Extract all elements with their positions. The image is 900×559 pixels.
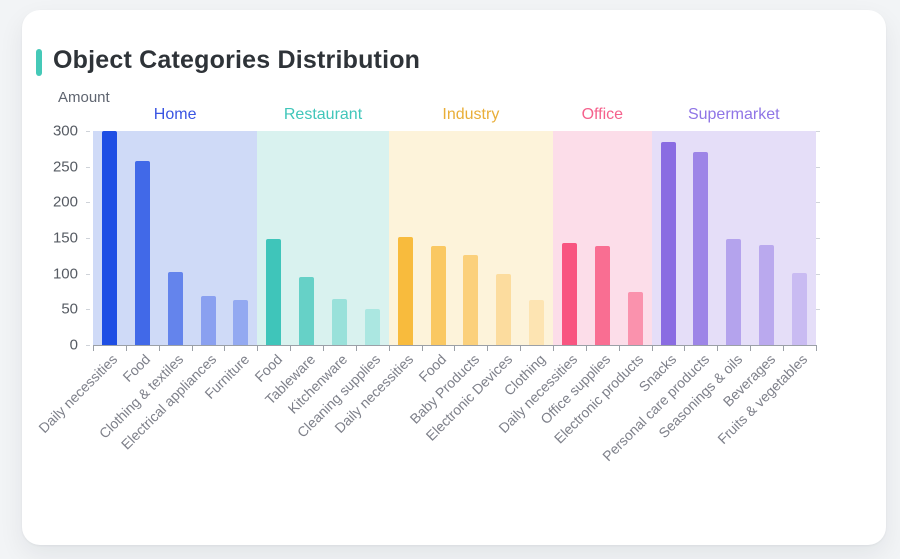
y-axis-tick-left: [86, 345, 90, 346]
y-tick-label: 150: [52, 229, 78, 247]
bar-restaurant-kitchenware[interactable]: [331, 299, 347, 345]
bar-office-office-supplies[interactable]: [594, 245, 610, 345]
y-axis-tick-right: [815, 273, 820, 275]
x-axis-tick: [651, 346, 653, 351]
x-axis-tick: [158, 346, 160, 351]
x-axis-tick: [520, 346, 522, 351]
x-axis-tick: [323, 346, 324, 351]
y-axis-tick-left: [86, 238, 90, 239]
x-axis-tick: [421, 346, 423, 351]
bar-supermarket-seasonings-oils[interactable]: [726, 238, 742, 345]
group-label-restaurant: Restaurant: [283, 106, 363, 123]
bar-supermarket-fruits-vegetables[interactable]: [791, 272, 807, 345]
x-axis-tick: [618, 346, 620, 351]
group-label-industry: Industry: [442, 106, 500, 123]
y-axis-tick-left: [86, 202, 90, 204]
y-tick-label: 200: [52, 193, 78, 211]
chart-title: Object Categories Distribution: [53, 46, 421, 74]
y-axis-title: Amount: [58, 89, 110, 106]
bar-industry-daily-necessities[interactable]: [397, 237, 413, 345]
x-axis-tick: [191, 346, 193, 351]
group-label-supermarket: Supermarket: [687, 106, 780, 123]
bar-industry-clothing[interactable]: [529, 300, 545, 345]
bar-industry-baby-products[interactable]: [463, 255, 479, 345]
bar-industry-electronic-devices[interactable]: [496, 273, 512, 345]
x-axis-tick: [553, 346, 555, 351]
x-axis-tick: [684, 346, 686, 351]
y-tick-label: 50: [61, 300, 78, 318]
bar-supermarket-personal-care-products[interactable]: [693, 151, 709, 345]
x-axis-tick: [93, 346, 94, 351]
bar-home-food[interactable]: [134, 160, 150, 345]
x-axis-tick: [224, 346, 226, 351]
bar-chart: 300 250 200 150 100 50 0 Home Daily necessities F…: [22, 10, 886, 545]
bar-home-furniture[interactable]: [233, 300, 249, 345]
x-axis-tick: [717, 346, 719, 351]
y-axis-tick-right: [815, 202, 820, 204]
y-axis-tick-left: [86, 309, 90, 311]
y-tick-label: 100: [52, 265, 78, 283]
y-axis-tick-right: [815, 309, 820, 311]
group-label-home: Home: [153, 106, 197, 123]
x-axis-tick: [125, 346, 127, 351]
bar-restaurant-cleaning-supplies[interactable]: [364, 309, 380, 345]
x-axis-tick: [815, 346, 817, 351]
y-axis-tick-left: [86, 166, 90, 168]
y-axis-tick-left: [86, 131, 90, 132]
y-axis-tick-right: [815, 238, 820, 239]
x-axis-tick: [585, 346, 587, 351]
y-axis-tick-right: [815, 166, 820, 168]
group-label-office: Office: [581, 106, 624, 123]
chart-card: Object Categories Distribution Amount 30…: [22, 10, 886, 545]
x-axis-tick: [454, 346, 456, 351]
x-axis-tick: [257, 346, 259, 351]
bar-office-electronic-products[interactable]: [627, 291, 643, 345]
x-axis-tick: [290, 346, 292, 351]
y-tick-label: 300: [52, 122, 78, 140]
x-axis-line: [93, 345, 817, 346]
x-axis-tick: [750, 346, 752, 351]
x-axis-tick: [355, 346, 357, 351]
y-axis-tick-left: [86, 273, 90, 275]
y-tick-label: 250: [52, 158, 78, 176]
title-accent-bar: [36, 49, 42, 76]
bar-restaurant-tableware[interactable]: [299, 276, 315, 345]
y-tick-label: 0: [69, 336, 78, 354]
y-axis-tick-right: [815, 131, 820, 132]
x-axis-tick: [783, 346, 785, 351]
bar-office-daily-necessities[interactable]: [561, 242, 577, 345]
bar-home-clothing-textiles[interactable]: [167, 272, 183, 345]
bar-supermarket-snacks[interactable]: [660, 141, 676, 345]
bar-restaurant-food[interactable]: [266, 238, 282, 345]
bar-industry-food[interactable]: [430, 245, 446, 345]
bar-home-daily-necessities[interactable]: [101, 131, 117, 345]
bar-supermarket-beverages[interactable]: [759, 245, 775, 345]
bar-home-electrical-appliances[interactable]: [200, 296, 216, 345]
x-axis-tick: [487, 346, 489, 351]
x-axis-tick: [388, 346, 390, 351]
